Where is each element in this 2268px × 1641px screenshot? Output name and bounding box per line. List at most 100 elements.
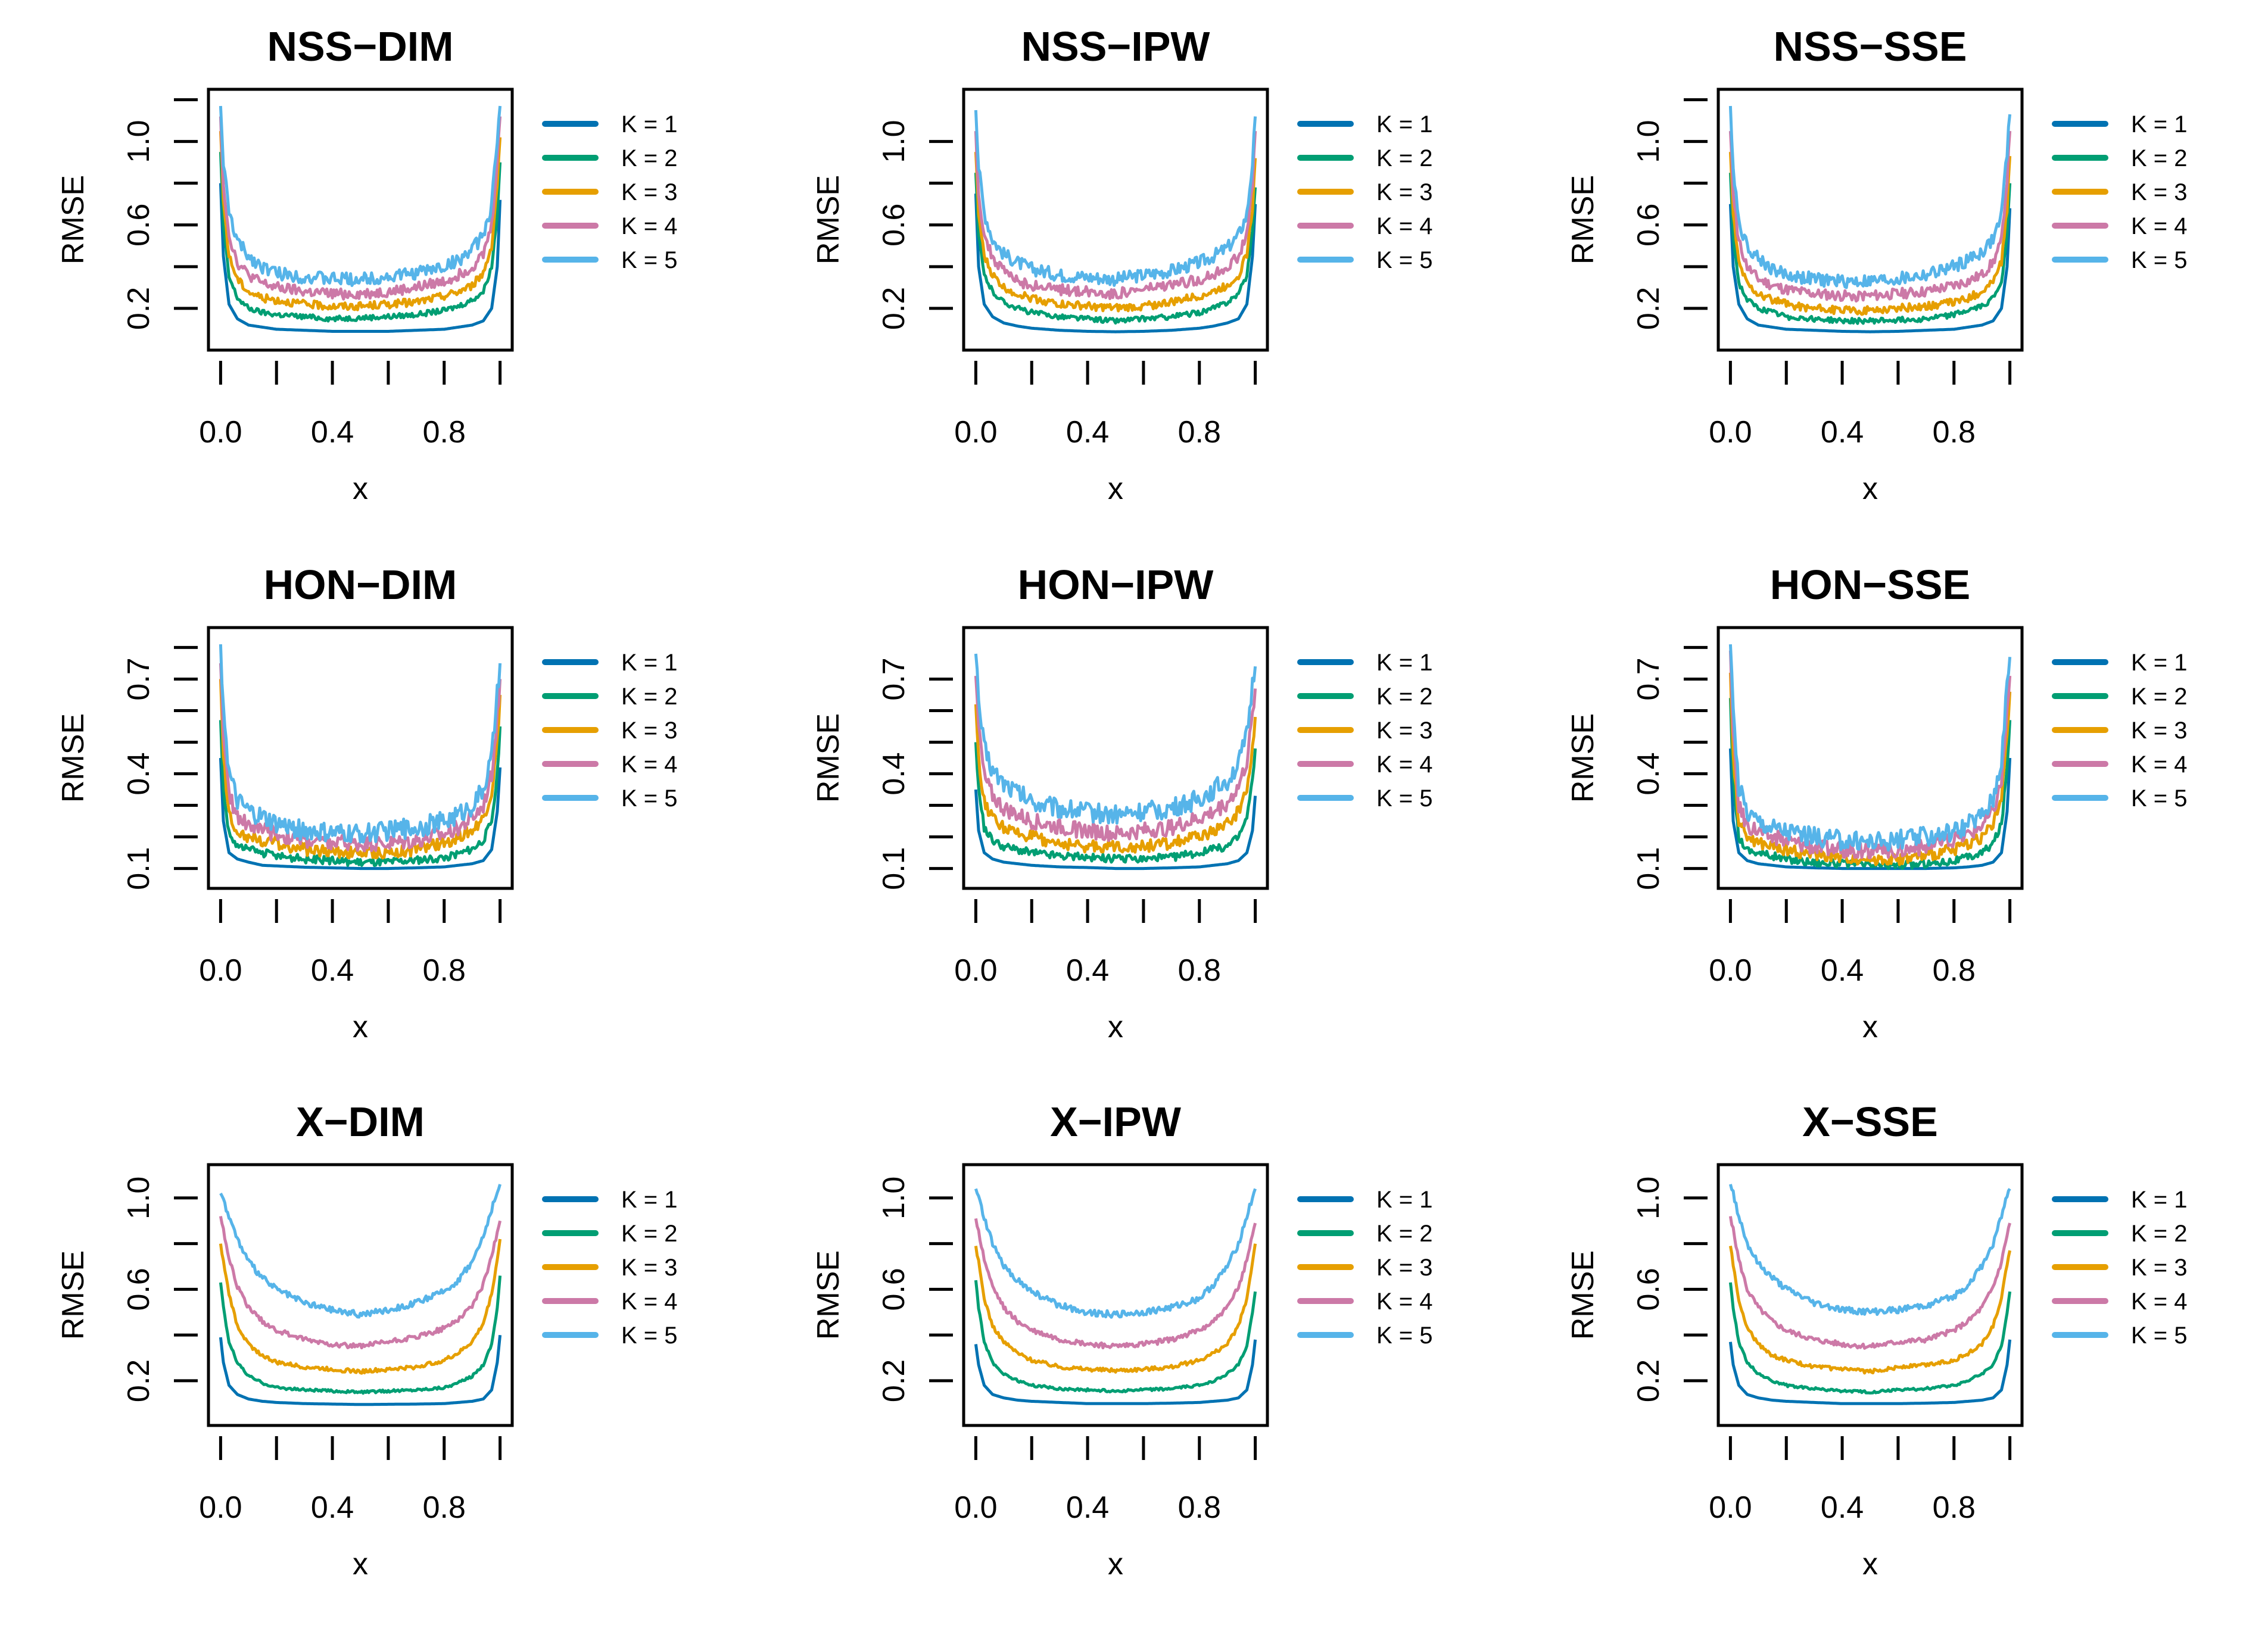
panel-nss-dim: NSS−DIM 0.0 0.4 0.8 x 0.2 0.6 1.0 RMSE K = 1 K = 2… [56, 23, 678, 506]
panel-hon-sse: HON−SSE 0.0 0.4 0.8 x 0.1 0.4 0.7 RMSE K = 1 K = 2… [1566, 561, 2188, 1044]
series-line-k2 [1728, 173, 2012, 325]
series-line-k5 [974, 1188, 1257, 1319]
y-tick-label: 1.0 [877, 1177, 911, 1219]
y-axis-label: RMSE [811, 713, 846, 803]
x-tick-label: 0.0 [954, 415, 997, 450]
y-axis: 0.1 0.4 0.7 [1631, 645, 1708, 890]
x-tick-label: 0.0 [954, 953, 997, 988]
panel-title: NSS−SSE [1774, 23, 1967, 70]
x-axis: 0.0 0.4 0.8 [954, 1436, 1257, 1525]
series-line-k1 [974, 1339, 1257, 1405]
y-axis-label: RMSE [1566, 713, 1600, 803]
legend-label-k1: K = 1 [1376, 111, 1433, 138]
plot-frame [962, 88, 1269, 352]
panel-title: HON−DIM [264, 561, 457, 608]
x-tick-label: 0.4 [311, 415, 354, 450]
series-line-k2 [974, 173, 1257, 325]
y-tick-label: 0.7 [877, 657, 911, 700]
legend-label-k3: K = 3 [621, 179, 678, 205]
legend-label-k1: K = 1 [621, 111, 678, 138]
x-tick-label: 0.0 [1709, 953, 1752, 988]
legend-label-k1: K = 1 [2131, 111, 2188, 138]
panel-title: NSS−IPW [1021, 23, 1210, 70]
panel-title: X−SSE [1802, 1099, 1938, 1145]
x-axis-label: x [353, 1547, 368, 1581]
x-tick-label: 0.4 [1821, 415, 1864, 450]
legend-label-k3: K = 3 [621, 1255, 678, 1281]
legend-label-k2: K = 2 [2131, 684, 2188, 710]
x-tick-label: 0.8 [1933, 953, 1976, 988]
legend-label-k1: K = 1 [2131, 1187, 2188, 1213]
y-axis: 0.2 0.6 1.0 [122, 1177, 198, 1402]
legend-label-k5: K = 5 [1376, 785, 1433, 812]
legend-label-k3: K = 3 [1376, 179, 1433, 205]
legend-label-k2: K = 2 [621, 145, 678, 171]
series-line-k1 [1728, 204, 2012, 333]
x-tick-label: 0.4 [1821, 1490, 1864, 1525]
x-tick-label: 0.0 [199, 415, 242, 450]
series-group [1728, 644, 2012, 871]
plot-frame [207, 1163, 514, 1427]
plot-frame [962, 626, 1269, 890]
legend-label-k2: K = 2 [1376, 684, 1433, 710]
panel-nss-ipw: NSS−IPW 0.0 0.4 0.8 x 0.2 0.6 1.0 RMSE K = 1 K = 2… [811, 23, 1433, 506]
y-tick-label: 0.2 [122, 1359, 156, 1402]
y-axis: 0.2 0.6 1.0 [877, 1177, 953, 1402]
legend-label-k2: K = 2 [1376, 145, 1433, 171]
y-axis-label: RMSE [56, 1250, 91, 1340]
series-line-k2 [219, 1275, 502, 1395]
x-tick-label: 0.0 [954, 1490, 997, 1525]
legend-label-k2: K = 2 [621, 1221, 678, 1247]
y-tick-label: 0.1 [122, 847, 156, 890]
y-tick-label: 0.1 [1631, 847, 1666, 890]
series-group [219, 1184, 502, 1406]
legend-label-k5: K = 5 [1376, 247, 1433, 273]
series-line-k3 [1728, 1246, 2012, 1375]
legend-label-k1: K = 1 [2131, 650, 2188, 676]
y-tick-label: 0.2 [877, 1359, 911, 1402]
y-axis: 0.2 0.6 1.0 [1631, 98, 1708, 330]
y-tick-label: 0.2 [122, 287, 156, 330]
x-tick-label: 0.8 [1178, 953, 1221, 988]
x-tick-label: 0.0 [199, 1490, 242, 1525]
plot-frame [962, 1163, 1269, 1427]
legend: K = 1 K = 2 K = 3 K = 4 K = 5 [2052, 1187, 2188, 1349]
legend-label-k3: K = 3 [621, 717, 678, 744]
series-line-k3 [1728, 672, 2012, 866]
x-tick-label: 0.8 [1178, 1490, 1221, 1525]
y-tick-label: 0.4 [122, 752, 156, 795]
series-line-k3 [974, 1243, 1257, 1374]
y-axis-label: RMSE [56, 175, 91, 264]
y-axis-label: RMSE [56, 713, 91, 803]
series-line-k5 [1728, 1184, 2011, 1316]
x-axis: 0.0 0.4 0.8 [1709, 899, 2012, 988]
series-line-k1 [1728, 748, 2012, 871]
y-tick-label: 0.6 [1631, 1268, 1666, 1311]
series-line-k1 [974, 789, 1257, 871]
y-axis-label: RMSE [811, 175, 846, 264]
panel-title: HON−SSE [1770, 561, 1971, 608]
y-axis: 0.1 0.4 0.7 [122, 645, 198, 890]
legend-label-k4: K = 4 [2131, 751, 2188, 778]
series-line-k5 [1728, 644, 2012, 852]
series-group [974, 653, 1257, 871]
series-group [1728, 1184, 2012, 1405]
x-axis-label: x [1862, 1010, 1878, 1044]
series-line-k2 [974, 1280, 1257, 1394]
legend-label-k5: K = 5 [2131, 1322, 2188, 1349]
legend: K = 1 K = 2 K = 3 K = 4 K = 5 [542, 111, 678, 273]
plot-frame [1716, 626, 2024, 890]
x-axis: 0.0 0.4 0.8 [199, 899, 502, 988]
x-tick-label: 0.8 [423, 415, 466, 450]
x-tick-label: 0.8 [1933, 1490, 1976, 1525]
panel-title: X−DIM [296, 1099, 425, 1145]
y-axis: 0.2 0.6 1.0 [122, 98, 198, 330]
y-tick-label: 0.1 [877, 847, 911, 890]
series-group [1728, 105, 2012, 333]
x-axis: 0.0 0.4 0.8 [954, 361, 1257, 450]
y-tick-label: 0.6 [877, 204, 911, 247]
legend-label-k1: K = 1 [621, 650, 678, 676]
y-tick-label: 0.4 [1631, 752, 1666, 795]
